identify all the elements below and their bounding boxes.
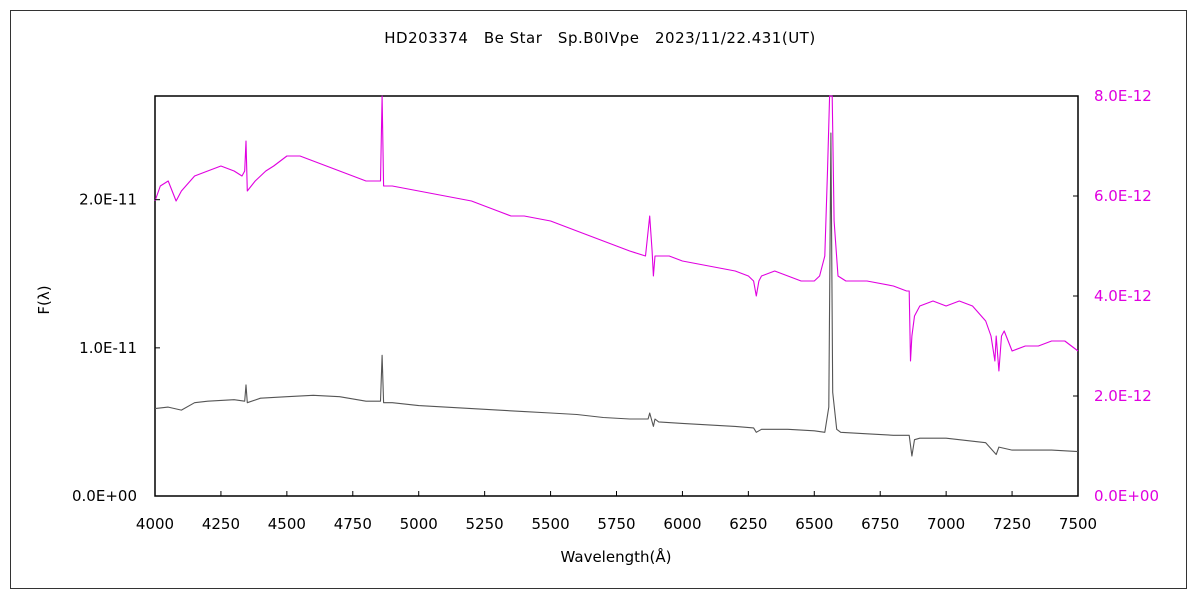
series-line-right [154, 95, 1079, 372]
x-axis: 4000 4250 4500 4750 5000 5250 5500 5750 6000 6250… [136, 491, 1097, 533]
y-axis-label: F(λ) [35, 285, 53, 314]
x-tick-label: 6000 [663, 515, 701, 533]
y-right-tick-label: 0.0E+00 [1094, 487, 1159, 505]
chart-frame [10, 10, 1187, 589]
x-tick-label: 7250 [993, 515, 1031, 533]
series-line-left [154, 132, 1079, 457]
x-tick-label: 4250 [202, 515, 240, 533]
x-tick-label: 6500 [795, 515, 833, 533]
y-left-tick-label: 0.0E+00 [72, 487, 137, 505]
x-tick-label: 5500 [531, 515, 569, 533]
y-left-tick-label: 2.0E-11 [79, 191, 137, 209]
y-right-tick-label: 4.0E-12 [1094, 287, 1152, 305]
series-layer [154, 95, 1079, 457]
y-axis-right: 0.0E+00 2.0E-12 4.0E-12 6.0E-12 8.0E-12 [1073, 87, 1159, 505]
x-tick-label: 6250 [729, 515, 767, 533]
x-tick-label: 5000 [400, 515, 438, 533]
x-tick-label: 7000 [927, 515, 965, 533]
x-tick-label: 4500 [268, 515, 306, 533]
x-tick-label: 5250 [466, 515, 504, 533]
y-right-tick-label: 2.0E-12 [1094, 387, 1152, 405]
chart-title: HD203374 Be Star Sp.B0IVpe 2023/11/22.43… [384, 29, 815, 47]
y-axis-left: 0.0E+00 1.0E-11 2.0E-11 [72, 191, 160, 505]
y-right-tick-label: 8.0E-12 [1094, 87, 1152, 105]
x-tick-label: 4000 [136, 515, 174, 533]
x-axis-label: Wavelength(Å) [561, 547, 672, 566]
y-right-tick-label: 6.0E-12 [1094, 187, 1152, 205]
y-left-tick-label: 1.0E-11 [79, 339, 137, 357]
x-tick-label: 4750 [334, 515, 372, 533]
x-tick-label: 6750 [861, 515, 899, 533]
x-tick-label: 7500 [1059, 515, 1097, 533]
x-tick-label: 5750 [597, 515, 635, 533]
